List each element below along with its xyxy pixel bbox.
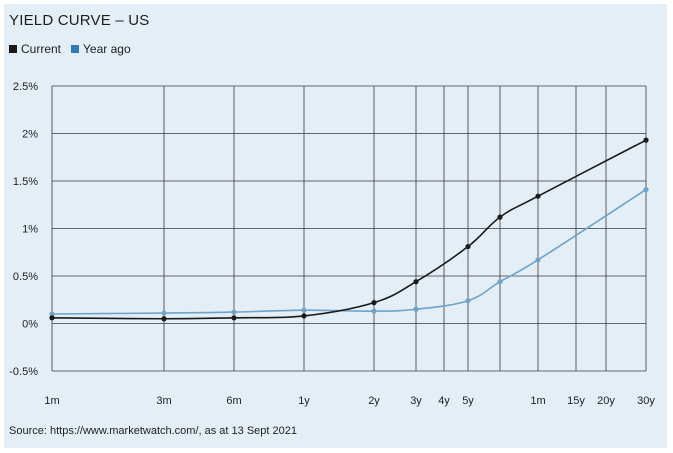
x-tick-label: 1y	[298, 395, 310, 407]
legend-swatch-current	[9, 45, 17, 53]
x-tick-label: 20y	[597, 395, 615, 407]
x-tick-label: 1m	[44, 395, 59, 407]
y-tick-label: 0.5%	[13, 271, 38, 283]
x-tick-label: 15y	[567, 395, 585, 407]
data-point-year-ago	[231, 309, 237, 315]
data-point-year-ago	[413, 306, 419, 312]
data-point-current	[49, 315, 55, 321]
data-point-year-ago	[497, 279, 503, 285]
data-point-current	[301, 313, 307, 319]
data-point-current	[497, 214, 503, 220]
series-line-current	[51, 139, 647, 320]
data-point-year-ago	[535, 257, 541, 263]
x-tick-label: 1m	[530, 395, 545, 407]
data-point-year-ago	[301, 307, 307, 313]
x-tick-label: 4y	[438, 395, 450, 407]
x-tick-label: 3m	[156, 395, 171, 407]
x-tick-label: 30y	[637, 395, 655, 407]
data-point-current	[413, 279, 419, 285]
data-point-year-ago	[465, 298, 471, 304]
data-point-year-ago	[643, 186, 649, 193]
legend: Current Year ago	[9, 42, 141, 56]
data-point-current	[161, 316, 167, 322]
data-point-current	[371, 300, 377, 306]
data-point-current	[535, 193, 541, 199]
data-point-current	[231, 315, 237, 321]
legend-item-current: Current	[9, 42, 61, 56]
data-point-current	[643, 137, 649, 143]
x-tick-label: 2y	[368, 395, 380, 407]
legend-label-year-ago: Year ago	[83, 42, 131, 56]
source-note: Source: https://www.marketwatch.com/, as…	[9, 425, 297, 437]
chart-panel	[4, 4, 667, 448]
x-tick-label: 5y	[462, 395, 474, 407]
y-tick-label: -0.5%	[9, 366, 38, 378]
data-point-year-ago	[49, 311, 55, 317]
series-line-year-ago	[51, 188, 647, 315]
x-tick-label: 3y	[410, 395, 422, 407]
legend-swatch-year-ago	[71, 45, 80, 53]
legend-label-current: Current	[21, 42, 62, 56]
data-point-year-ago	[161, 310, 167, 316]
chart-title: YIELD CURVE – US	[9, 12, 150, 29]
y-tick-label: 2.5%	[13, 81, 38, 93]
y-tick-label: 1.5%	[13, 176, 38, 188]
legend-item-year-ago: Year ago	[71, 42, 131, 56]
x-tick-label: 6m	[226, 395, 241, 407]
y-tick-label: 1%	[22, 224, 38, 236]
data-point-year-ago	[371, 308, 377, 314]
data-point-current	[465, 243, 471, 250]
y-tick-label: 2%	[22, 129, 38, 141]
y-tick-label: 0%	[22, 319, 38, 331]
